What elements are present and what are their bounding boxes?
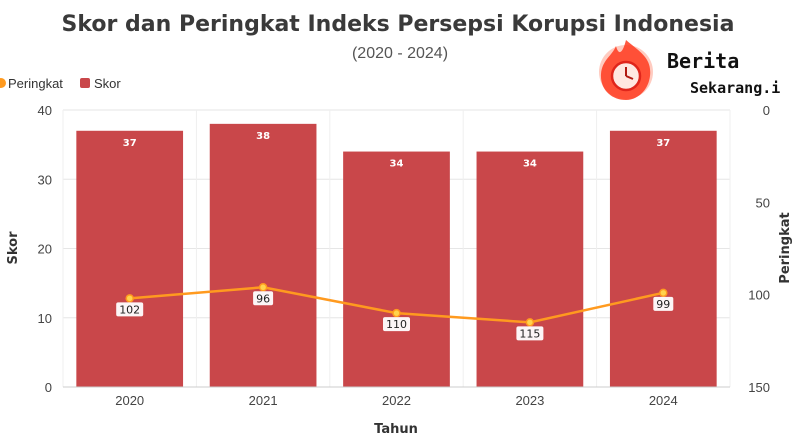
y2-axis-title: Peringkat xyxy=(778,212,793,283)
chart-subtitle: (2020 - 2024) xyxy=(352,45,448,62)
legend-skor-swatch xyxy=(80,78,90,88)
x-tick-label: 2020 xyxy=(115,393,144,408)
x-tick-label: 2021 xyxy=(249,393,278,408)
peringkat-label-bg xyxy=(116,302,144,317)
y2-tick-label: 100 xyxy=(748,288,770,303)
peringkat-point-2022 xyxy=(392,308,401,318)
legend-peringkat-label: Peringkat xyxy=(8,76,63,91)
y2-tick-label: 0 xyxy=(763,103,770,118)
bar-labels: 37 38 34 34 37 xyxy=(123,131,671,170)
peringkat-point-2023 xyxy=(525,318,535,327)
peringkat-label-bg xyxy=(516,326,544,341)
bar-value-label: 38 xyxy=(256,131,270,142)
bar-value-label: 34 xyxy=(523,159,537,170)
peringkat-label-bg xyxy=(383,317,410,332)
peringkat-point-2024 xyxy=(659,288,668,298)
bar-2022 xyxy=(343,151,450,387)
peringkat-value-label: 96 xyxy=(256,292,270,305)
y-tick-label: 0 xyxy=(45,380,52,395)
peringkat-value-label: 102 xyxy=(119,303,140,316)
logo-line-2: Sekarang.i xyxy=(690,79,780,97)
y-tick-label: 20 xyxy=(38,242,52,257)
flame-clock-icon xyxy=(599,40,653,100)
x-tick-label: 2022 xyxy=(382,393,411,408)
y-tick-label: 30 xyxy=(38,172,52,187)
bars xyxy=(76,123,717,387)
y2-tick-label: 50 xyxy=(756,195,770,210)
bar-value-label: 37 xyxy=(123,138,137,149)
x-tick-label: 2023 xyxy=(515,393,544,408)
peringkat-value-label: 110 xyxy=(386,318,407,331)
peringkat-point-2021 xyxy=(258,283,268,292)
legend-peringkat-swatch xyxy=(0,78,6,88)
y-axis-title: Skor xyxy=(6,231,21,265)
y-tick-label: 10 xyxy=(38,311,52,326)
chart-title: Skor dan Peringkat Indeks Persepsi Korup… xyxy=(62,12,735,37)
legend-skor-label: Skor xyxy=(94,76,121,91)
y2-tick-label: 150 xyxy=(748,380,770,395)
peringkat-label-bg xyxy=(653,296,674,311)
bar-2021 xyxy=(209,123,317,387)
legend: Peringkat Skor xyxy=(0,76,121,91)
bar-2024 xyxy=(609,130,717,387)
peringkat-point-2020 xyxy=(125,294,134,303)
rank-line: 102 96 110 115 99 xyxy=(116,283,674,341)
bar-value-label: 34 xyxy=(390,159,404,170)
x-axis-title: Tahun xyxy=(374,422,418,437)
logo-line-1: Berita xyxy=(667,49,739,73)
peringkat-value-label: 115 xyxy=(519,327,540,340)
berita-sekarang-logo: Berita Sekarang.i xyxy=(599,40,780,100)
peringkat-value-label: 99 xyxy=(656,298,670,311)
axes: 0 10 20 30 40 0 50 100 150 2020 2021 2022 2023 2024 xyxy=(38,103,770,408)
peringkat-label-bg xyxy=(253,291,274,306)
x-tick-label: 2024 xyxy=(649,393,678,408)
bar-value-label: 37 xyxy=(656,138,670,149)
bar-2023 xyxy=(476,151,584,387)
bar-2020 xyxy=(76,130,184,387)
y-tick-label: 40 xyxy=(38,103,52,118)
